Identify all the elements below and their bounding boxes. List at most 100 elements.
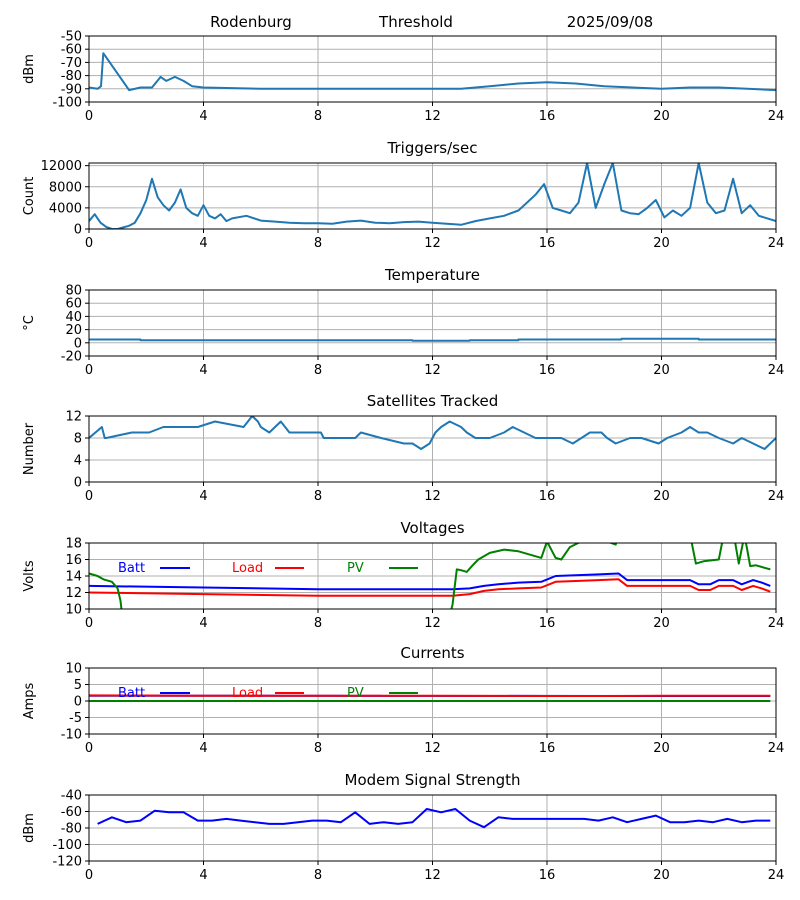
plot-frame <box>88 289 777 357</box>
x-tick-label: 24 <box>768 616 785 631</box>
series-line <box>89 52 776 92</box>
x-tick-label: 20 <box>653 741 670 756</box>
y-tick-label: 0 <box>74 695 82 710</box>
x-tick-label: 4 <box>199 489 207 504</box>
legend-label: Batt <box>118 686 145 701</box>
plot-frame <box>88 415 777 483</box>
x-tick-label: 20 <box>653 489 670 504</box>
x-tick-label: 12 <box>424 868 441 883</box>
y-axis-label: Number <box>22 422 37 475</box>
x-tick-label: 16 <box>539 616 556 631</box>
chart-title: Currents <box>400 644 464 662</box>
y-axis-label: °C <box>22 315 37 331</box>
series-line <box>89 543 771 609</box>
x-tick-label: 0 <box>85 489 93 504</box>
x-tick-label: 4 <box>199 741 207 756</box>
x-tick-label: 24 <box>768 489 785 504</box>
x-tick-label: 4 <box>199 363 207 378</box>
legend-label: Load <box>232 686 263 701</box>
chart-title: Temperature <box>384 266 480 284</box>
x-tick-label: 0 <box>85 363 93 378</box>
legend-label: PV <box>347 561 364 576</box>
y-tick-label: 8 <box>74 432 82 447</box>
chart-title: Modem Signal Strength <box>345 771 521 789</box>
x-tick-label: 24 <box>768 741 785 756</box>
y-tick-label: 20 <box>65 323 82 338</box>
y-tick-label: 4000 <box>49 201 82 216</box>
chart-panel: 0 4 8 12 16 20 24 0 4 8 12 Satellites Tracked Number <box>22 392 784 504</box>
y-axis-label: Volts <box>22 560 37 592</box>
legend-label: Load <box>232 561 263 576</box>
header-site: Rodenburg <box>210 13 292 31</box>
x-tick-label: 24 <box>768 868 785 883</box>
chart-panel: 0 4 8 12 16 20 24 0 4000 8000 12000 Triggers/sec Cou… <box>22 139 784 251</box>
x-tick-label: 8 <box>314 616 322 631</box>
series-line <box>89 694 771 697</box>
y-tick-label: 0 <box>74 223 82 238</box>
x-tick-label: 16 <box>539 741 556 756</box>
y-axis-label: dBm <box>22 813 37 843</box>
chart-title: Voltages <box>400 519 464 537</box>
x-tick-label: 12 <box>424 616 441 631</box>
plot-frame <box>88 542 777 610</box>
x-tick-label: 16 <box>539 236 556 251</box>
chart-panel: 0 4 8 12 16 20 24 -50-60-70-80-90-100 dBm <box>22 30 784 125</box>
y-tick-label: 80 <box>65 284 82 299</box>
series-line <box>89 163 776 229</box>
x-tick-label: 12 <box>424 236 441 251</box>
y-tick-label: -80 <box>61 822 82 837</box>
x-tick-label: 24 <box>768 109 785 124</box>
plot-frame <box>88 35 777 103</box>
x-tick-label: 8 <box>314 868 322 883</box>
series-line <box>97 808 771 829</box>
x-tick-label: 0 <box>85 236 93 251</box>
plot-frame <box>88 667 777 735</box>
header-mode: Threshold <box>378 13 453 31</box>
y-tick-label: 60 <box>65 297 82 312</box>
x-tick-label: 12 <box>424 489 441 504</box>
y-tick-label: 8000 <box>49 180 82 195</box>
y-tick-label: -60 <box>61 805 82 820</box>
y-tick-label: 12 <box>65 410 82 425</box>
x-tick-label: 20 <box>653 868 670 883</box>
series-line <box>89 578 771 597</box>
legend-label: Batt <box>118 561 145 576</box>
x-tick-label: 8 <box>314 363 322 378</box>
y-tick-label: 12000 <box>41 159 82 174</box>
y-axis-label: dBm <box>22 54 37 84</box>
x-tick-label: 12 <box>424 741 441 756</box>
y-tick-label: 18 <box>65 537 82 552</box>
y-axis-label: Amps <box>22 682 37 719</box>
y-tick-label: -120 <box>52 855 82 870</box>
x-tick-label: 20 <box>653 236 670 251</box>
y-tick-label: -100 <box>52 96 82 111</box>
x-tick-label: 4 <box>199 236 207 251</box>
y-tick-label: 4 <box>74 454 82 469</box>
plot-frame <box>88 794 777 862</box>
y-tick-label: 14 <box>65 570 82 585</box>
x-tick-label: 4 <box>199 109 207 124</box>
y-tick-label: 40 <box>65 310 82 325</box>
y-axis-label: Count <box>22 177 37 216</box>
header-date: 2025/09/08 <box>567 13 653 31</box>
y-tick-label: 0 <box>74 476 82 491</box>
x-tick-label: 20 <box>653 363 670 378</box>
y-tick-label: -20 <box>61 350 82 365</box>
y-tick-label: -40 <box>61 789 82 804</box>
x-tick-label: 24 <box>768 363 785 378</box>
y-tick-label: 10 <box>65 603 82 618</box>
x-tick-label: 12 <box>424 363 441 378</box>
series-line <box>89 416 776 450</box>
y-tick-label: -5 <box>69 711 82 726</box>
y-tick-label: 16 <box>65 553 82 568</box>
x-tick-label: 20 <box>653 109 670 124</box>
x-tick-label: 16 <box>539 109 556 124</box>
chart-panel: 0 4 8 12 16 20 24 -10 -50 510 Currents Amps Batt Load… <box>22 644 784 756</box>
x-tick-label: 16 <box>539 363 556 378</box>
legend-label: PV <box>347 686 364 701</box>
x-tick-label: 4 <box>199 616 207 631</box>
x-tick-label: 8 <box>314 489 322 504</box>
plot-frame <box>88 162 777 230</box>
